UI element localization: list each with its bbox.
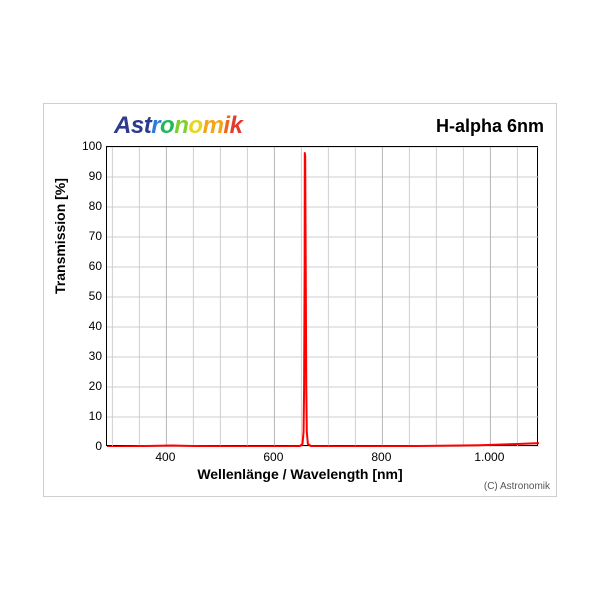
y-tick: 80	[72, 199, 102, 213]
x-tick: 800	[371, 450, 391, 464]
y-tick: 60	[72, 259, 102, 273]
copyright-text: (C) Astronomik	[484, 481, 550, 492]
x-tick: 600	[263, 450, 283, 464]
chart-card: Astronomik H-alpha 6nm Transmission [%] …	[43, 103, 557, 497]
y-tick: 0	[72, 439, 102, 453]
brand-logo: Astronomik	[114, 112, 242, 140]
y-tick: 70	[72, 229, 102, 243]
y-tick: 30	[72, 349, 102, 363]
y-tick: 40	[72, 319, 102, 333]
y-tick: 50	[72, 289, 102, 303]
y-tick: 10	[72, 409, 102, 423]
y-axis-label: Transmission [%]	[52, 178, 68, 294]
y-tick: 90	[72, 169, 102, 183]
y-tick: 100	[72, 139, 102, 153]
transmission-curve	[107, 147, 539, 447]
y-tick: 20	[72, 379, 102, 393]
chart-title: H-alpha 6nm	[436, 116, 544, 137]
plot-area	[106, 146, 538, 446]
x-axis-label: Wellenlänge / Wavelength [nm]	[44, 466, 556, 482]
x-tick: 1.000	[474, 450, 504, 464]
x-tick: 400	[155, 450, 175, 464]
